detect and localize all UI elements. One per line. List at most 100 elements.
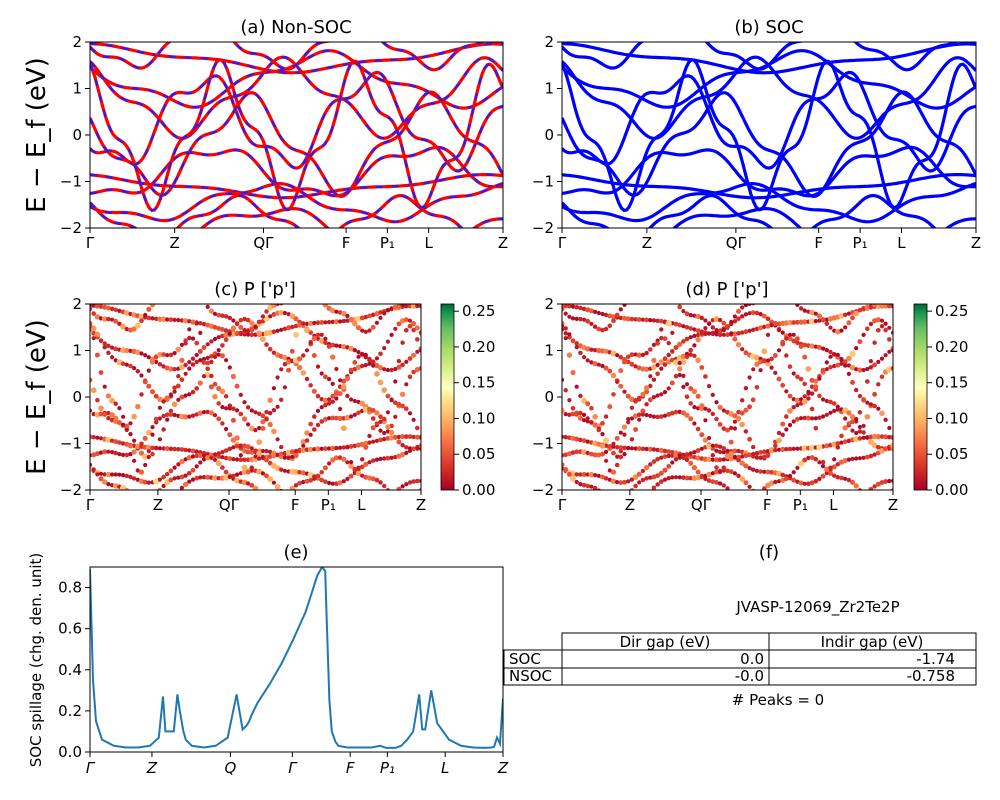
colorbar-tick-label: 0.20 [935,338,968,356]
projection-point [846,355,852,362]
projection-point [692,405,697,410]
projection-point [198,321,203,326]
projection-point [883,479,888,484]
projection-point [636,352,642,358]
projection-point [341,318,346,324]
projection-point [308,432,313,437]
projection-point [784,353,789,358]
projection-point [761,348,768,355]
projection-point [670,410,675,416]
projection-point [378,419,383,424]
panel-a-title: (a) Non-SOC [240,17,351,38]
projection-point [418,348,421,353]
projection-point [301,443,306,448]
projection-point [234,477,241,484]
projection-point [282,362,288,367]
projection-point [574,304,579,310]
projection-point [348,367,354,373]
projection-point [883,417,888,422]
panel-b-axes: 210−1−2Γ Z QΓ F P₁ L Z [532,33,981,252]
panel-d-colorbar [913,303,928,491]
projection-point [622,304,627,307]
projection-point [777,284,781,288]
projection-point [110,345,115,350]
projection-point [648,347,653,352]
projection-point [805,366,812,372]
projection-point [124,362,129,367]
projection-point [600,420,605,426]
projection-point [864,304,870,310]
projection-point [791,332,796,337]
projection-point [205,409,210,415]
projection-point [106,343,111,348]
projection-point [603,326,609,332]
projection-point [356,465,361,470]
projection-point [813,384,819,390]
projection-point [201,345,207,350]
projection-point [710,325,715,330]
panel-f-table: JVASP-12069_Zr2Te2P Dir gap (eV) Indir g… [503,598,977,709]
projection-point [670,294,674,298]
projection-point [231,457,236,462]
projection-point [245,444,251,450]
projection-point [629,361,635,367]
projection-point [754,326,760,331]
x-tick-label: F [346,759,355,777]
projection-point [260,314,266,319]
projection-point [776,479,782,484]
projection-point [578,393,583,399]
projection-point [94,352,100,358]
projection-point [110,450,115,455]
projection-point [176,374,181,379]
projection-point [297,480,302,486]
colorbar-tick-label: 0.15 [935,374,968,392]
projection-point [179,447,185,452]
projection-point [670,460,675,465]
projection-point [743,429,749,434]
projection-point [692,333,697,338]
projection-point [245,317,251,323]
projection-point [272,502,276,506]
projection-point [850,419,855,425]
projection-point [378,351,383,357]
projection-point [198,330,203,335]
projection-point [183,457,188,462]
projection-point [607,323,613,329]
panel-d: 210−1−2Γ Z QΓ F P₁ L Z 0.250.200.150.100.050.0… [532,284,969,514]
projection-point [381,387,388,393]
projection-point [662,477,668,482]
projection-point [304,478,310,484]
projection-point [795,340,800,346]
projection-point [120,485,127,490]
projection-point [648,475,653,480]
projection-point [267,346,273,352]
projection-point [748,501,752,505]
projection-point [338,406,343,412]
projection-point [338,319,343,324]
projection-point [780,432,785,437]
projection-point [740,347,745,352]
projection-point [201,453,207,458]
projection-point [585,450,590,456]
panel-a-ylabel: E − E_f (eV) [22,57,52,213]
projection-point [721,446,727,451]
projection-point [139,514,145,520]
projection-point [651,318,657,323]
projection-point [249,465,254,470]
projection-point [751,444,756,450]
projection-point [172,385,177,391]
projection-point [784,414,789,419]
projection-point [754,361,760,367]
projection-point [161,399,166,404]
projection-point [345,514,350,519]
projection-point [407,411,413,416]
band-line [562,90,976,199]
projection-point [389,492,394,497]
projection-point [121,473,126,478]
projection-point [824,466,830,472]
projection-point [334,445,339,451]
projection-point [626,479,631,484]
projection-point [699,474,705,480]
projection-point [622,445,627,451]
projection-point [699,365,705,370]
